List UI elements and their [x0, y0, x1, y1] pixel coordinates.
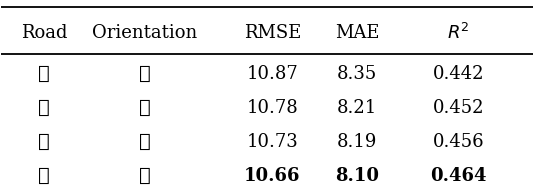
Text: 8.19: 8.19 [337, 133, 378, 151]
Text: ✓: ✓ [38, 133, 50, 151]
Text: $R^2$: $R^2$ [447, 23, 469, 43]
Text: 0.456: 0.456 [433, 133, 484, 151]
Text: Road: Road [21, 24, 67, 42]
Text: Orientation: Orientation [92, 24, 198, 42]
Text: ✗: ✗ [139, 65, 151, 83]
Text: 8.21: 8.21 [337, 99, 378, 117]
Text: ✗: ✗ [38, 65, 50, 83]
Text: ✓: ✓ [139, 166, 151, 184]
Text: ✓: ✓ [38, 166, 50, 184]
Text: MAE: MAE [335, 24, 380, 42]
Text: 0.452: 0.452 [433, 99, 484, 117]
Text: 10.78: 10.78 [246, 99, 298, 117]
Text: 8.10: 8.10 [335, 166, 379, 184]
Text: ✗: ✗ [139, 133, 151, 151]
Text: 10.66: 10.66 [244, 166, 301, 184]
Text: 10.87: 10.87 [246, 65, 298, 83]
Text: 0.442: 0.442 [433, 65, 484, 83]
Text: RMSE: RMSE [244, 24, 301, 42]
Text: ✗: ✗ [38, 99, 50, 117]
Text: 8.35: 8.35 [337, 65, 378, 83]
Text: 0.464: 0.464 [430, 166, 486, 184]
Text: ✓: ✓ [139, 99, 151, 117]
Text: 10.73: 10.73 [246, 133, 298, 151]
